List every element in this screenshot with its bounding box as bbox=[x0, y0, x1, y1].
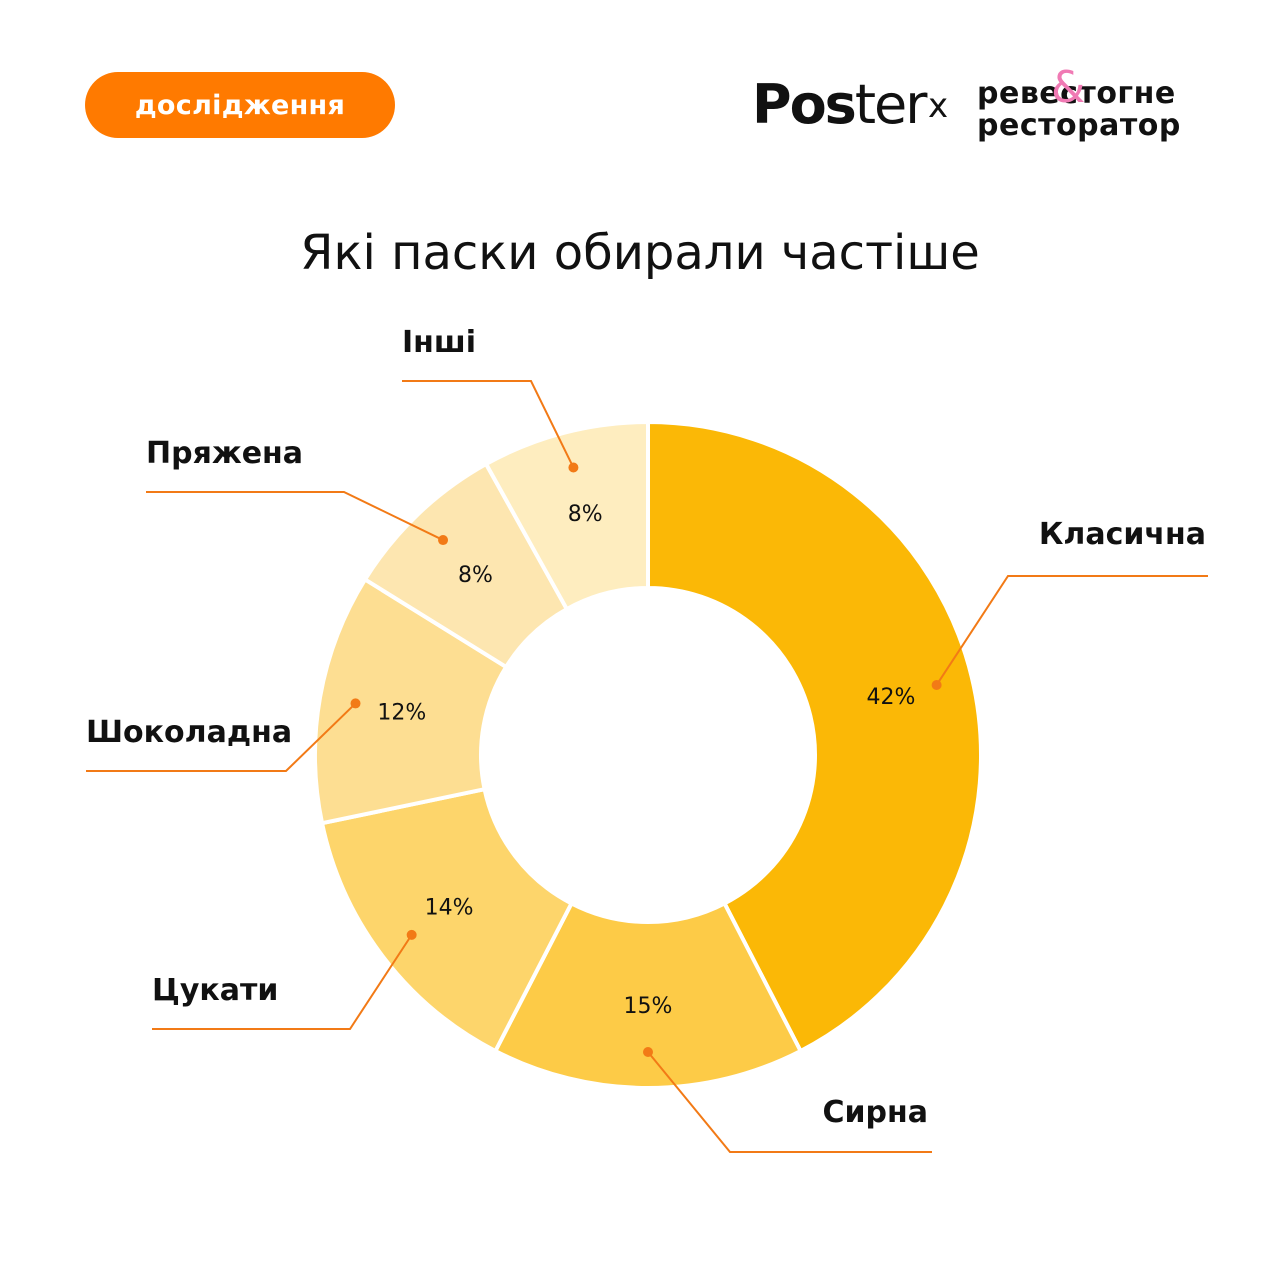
leader-line bbox=[647, 1051, 932, 1153]
chart-title: Які паски обирали частіше bbox=[300, 225, 980, 281]
value-label: 42% bbox=[866, 685, 915, 710]
slice-шоколадна bbox=[313, 577, 509, 826]
poster-logo: Poster bbox=[752, 72, 928, 138]
partner-logo-line1: ревестогне bbox=[977, 76, 1176, 111]
slice-сирна bbox=[493, 901, 803, 1090]
slice-інші bbox=[484, 420, 650, 612]
leader-dot bbox=[350, 698, 361, 709]
value-label: 8% bbox=[568, 502, 603, 527]
value-label: 15% bbox=[624, 994, 673, 1019]
leader-dot bbox=[438, 535, 449, 546]
value-label: 12% bbox=[377, 701, 426, 726]
slice-цукати bbox=[320, 787, 574, 1053]
leader-line bbox=[402, 380, 575, 468]
leader-line bbox=[152, 934, 413, 1030]
value-label: 14% bbox=[425, 895, 474, 920]
leader-dot bbox=[406, 929, 417, 940]
category-label: Інші bbox=[402, 325, 476, 360]
partner-logo-line2: ресторатор bbox=[977, 108, 1181, 143]
leader-dot bbox=[643, 1047, 653, 1057]
category-label: Шоколадна bbox=[86, 715, 292, 750]
poster-logo-light: ter bbox=[854, 73, 928, 136]
value-label: 8% bbox=[458, 563, 493, 588]
leader-line bbox=[146, 491, 444, 541]
leader-line bbox=[935, 575, 1208, 686]
category-label: Цукати bbox=[152, 973, 278, 1008]
study-badge: дослідження bbox=[85, 72, 395, 138]
leader-line bbox=[86, 702, 357, 772]
poster-logo-bold: Pos bbox=[752, 73, 857, 136]
category-label: Пряжена bbox=[146, 436, 303, 471]
leader-dot bbox=[568, 462, 579, 473]
collab-x: x bbox=[928, 86, 949, 126]
slice-класична bbox=[646, 420, 983, 1053]
partner-logo: ревестогне ресторатор & bbox=[977, 66, 1181, 143]
leader-dot bbox=[931, 679, 942, 690]
category-label: Класична bbox=[1039, 517, 1206, 552]
partner-ampersand: & bbox=[1051, 62, 1086, 113]
category-label: Сирна bbox=[823, 1095, 928, 1130]
